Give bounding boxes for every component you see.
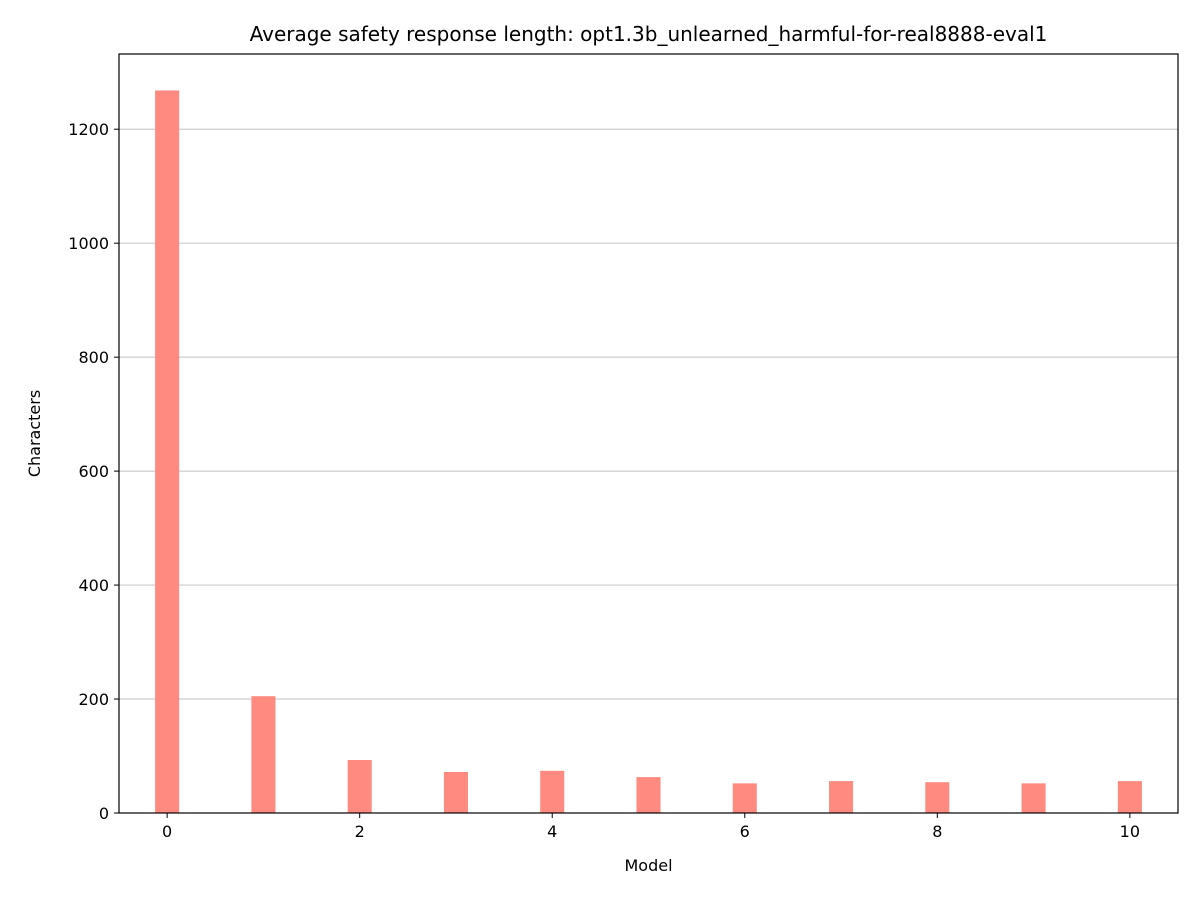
bar — [251, 696, 276, 813]
chart-title: Average safety response length: opt1.3b_… — [250, 22, 1048, 46]
bar — [540, 770, 565, 813]
x-axis-label: Model — [624, 856, 672, 875]
x-tick-label: 2 — [355, 822, 365, 841]
bar — [925, 782, 950, 813]
y-tick-label: 200 — [78, 690, 109, 709]
bar — [829, 781, 854, 813]
bar — [1117, 781, 1142, 813]
y-axis-ticks: 0 200 400 600 800 1000 1200 — [68, 120, 119, 823]
y-tick-label: 600 — [78, 462, 109, 481]
x-tick-label: 0 — [162, 822, 172, 841]
y-tick-label: 400 — [78, 576, 109, 595]
bar — [636, 777, 661, 813]
bar — [732, 783, 757, 813]
bar — [443, 771, 468, 813]
y-axis-label: Characters — [25, 390, 44, 477]
bars — [155, 90, 1142, 814]
y-tick-label: 0 — [99, 804, 109, 823]
x-tick-label: 4 — [547, 822, 557, 841]
y-tick-label: 1200 — [68, 120, 109, 139]
bar — [155, 90, 180, 814]
plot-frame — [118, 53, 1179, 814]
bar — [1021, 783, 1046, 813]
y-tick-label: 800 — [78, 348, 109, 367]
gridlines — [119, 128, 1178, 700]
bar — [347, 760, 372, 813]
x-tick-label: 8 — [932, 822, 942, 841]
y-tick-label: 1000 — [68, 234, 109, 253]
x-tick-label: 10 — [1120, 822, 1140, 841]
x-tick-label: 6 — [740, 822, 750, 841]
x-axis-ticks: 0 2 4 6 8 10 — [162, 813, 1140, 841]
